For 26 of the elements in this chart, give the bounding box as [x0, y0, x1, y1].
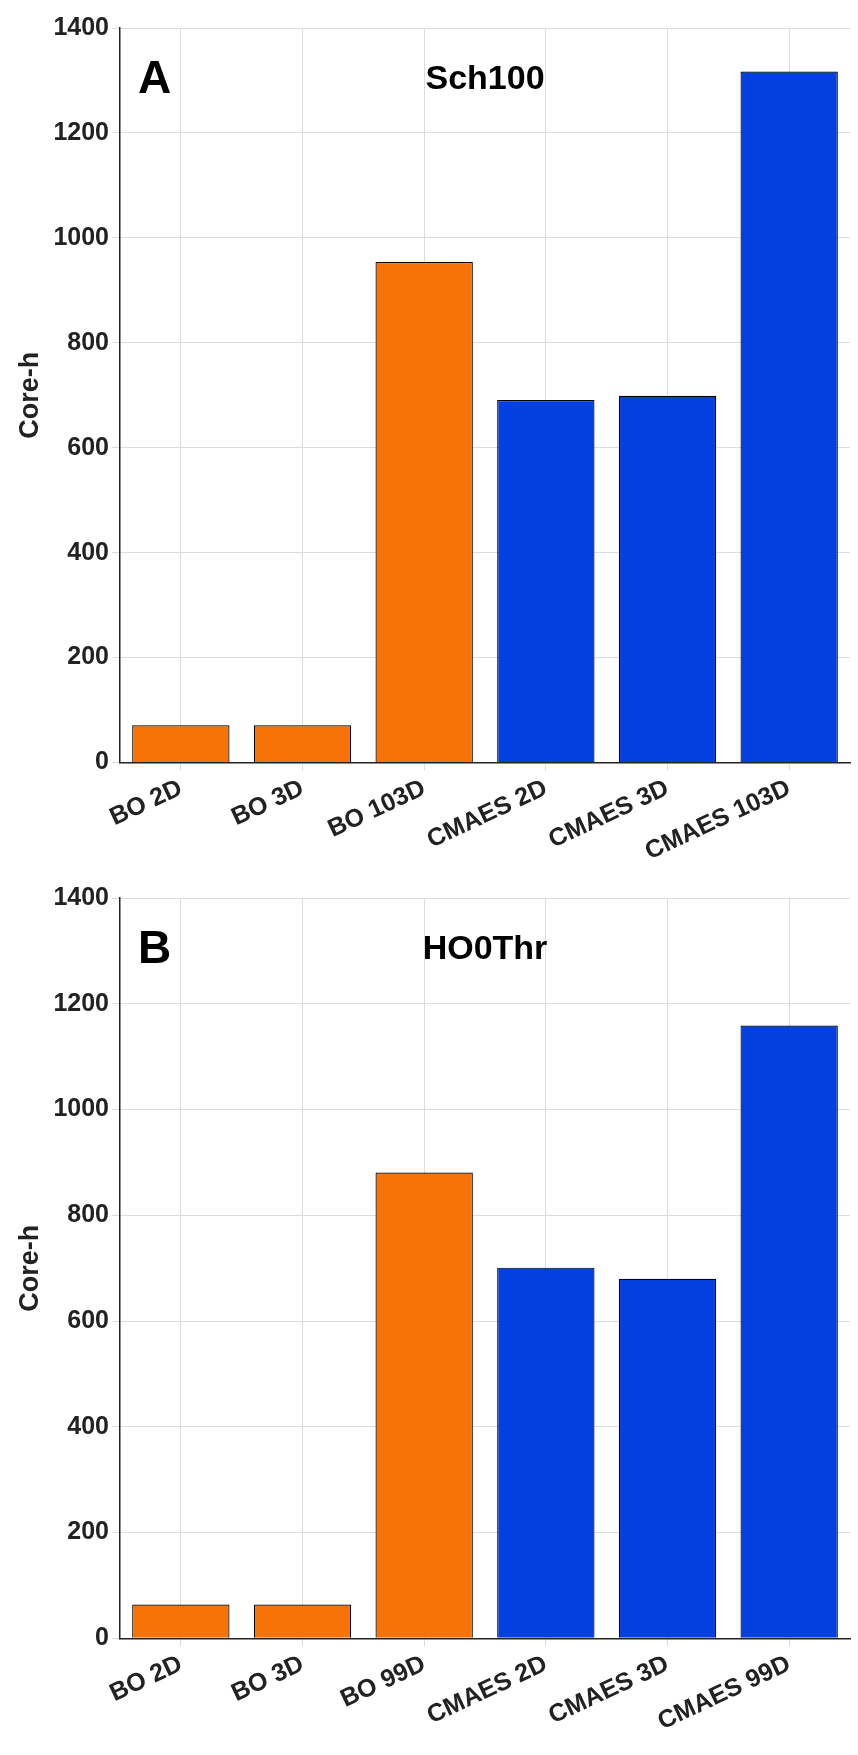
- x-tick-label: BO 3D: [226, 1648, 308, 1706]
- y-tick-label: 1400: [53, 11, 110, 40]
- y-tick-label: 0: [95, 746, 110, 775]
- annotation: A: [138, 50, 172, 103]
- y-tick-label: 200: [67, 1516, 110, 1545]
- y-tick-label: 1000: [53, 221, 110, 250]
- text: HO0Thr: [422, 928, 548, 967]
- x-tick-label: BO 3D: [226, 772, 308, 831]
- text: Sch100: [425, 58, 545, 97]
- y-tick-label: 800: [67, 326, 110, 355]
- y-tick-label: 400: [67, 536, 110, 565]
- y-tick-label: 600: [67, 431, 110, 460]
- y-tick-label: 1000: [53, 1093, 110, 1122]
- y-tick-label: 1200: [53, 987, 110, 1016]
- y-tick-label: 800: [67, 1199, 110, 1228]
- x-tick-label: BO 2D: [104, 1648, 186, 1706]
- x-tick-label: BO 2D: [104, 772, 186, 831]
- y-tick-label: 0: [95, 1622, 110, 1651]
- annotation: B: [138, 920, 172, 973]
- y-tick-label: 1400: [53, 881, 110, 910]
- y-tick-label: 600: [67, 1304, 110, 1333]
- y-axis-title: Core-h: [13, 351, 44, 439]
- y-tick-label: 200: [67, 641, 110, 670]
- y-tick-label: 1200: [53, 116, 110, 145]
- y-tick-label: 400: [67, 1410, 110, 1439]
- y-axis-title: Core-h: [13, 1224, 44, 1312]
